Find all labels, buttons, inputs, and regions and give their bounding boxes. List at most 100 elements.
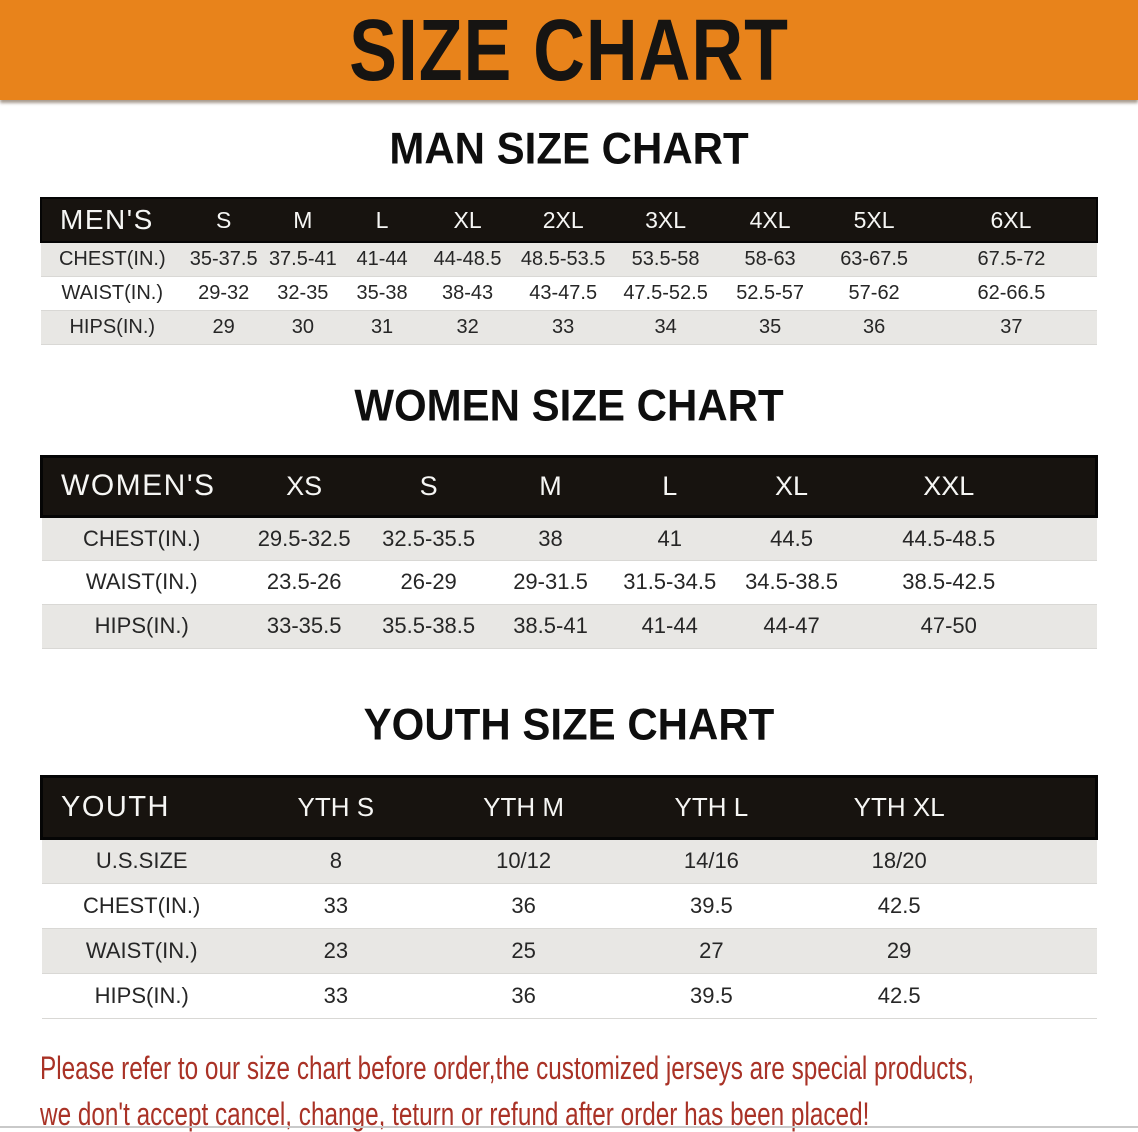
size-value-cell: 36 — [862, 315, 886, 338]
row-label: HIPS(IN.) — [69, 315, 156, 338]
measurement-row: CHEST(IN.) 29.5-32.5 32.5-35.5 38 41 44.… — [41, 516, 1097, 560]
size-column-header: 2XL — [542, 206, 584, 233]
size-value-cell: 58-63 — [744, 247, 796, 270]
size-value-cell: 37.5-41 — [268, 247, 337, 270]
spacer-cell — [993, 776, 1096, 838]
size-value-cell: 63-67.5 — [840, 247, 909, 270]
size-value-cell: 39.5 — [689, 892, 733, 918]
men-header-row: MEN'S S M L XL 2XL 3XL 4XL 5XL 6XL — [41, 198, 1097, 242]
size-column-header: XXL — [923, 470, 975, 501]
size-column-header: 6XL — [990, 206, 1032, 233]
size-value-cell: 29-32 — [198, 281, 250, 304]
size-value-cell: 35.5-38.5 — [382, 613, 476, 638]
size-value-cell: 53.5-58 — [631, 247, 700, 270]
spacer-cell — [1044, 456, 1097, 516]
size-value-cell: 29-31.5 — [513, 569, 588, 594]
size-value-cell: 41-44 — [641, 613, 698, 638]
measurement-row: HIPS(IN.) 33 36 39.5 42.5 — [41, 973, 1097, 1018]
women-header-label: WOMEN'S — [61, 469, 216, 502]
size-value-cell: 29.5-32.5 — [257, 525, 351, 551]
men-section-heading: MAN SIZE CHART — [389, 123, 749, 174]
size-value-cell: 25 — [511, 937, 536, 963]
measurement-row: WAIST(IN.) 23 25 27 29 — [41, 928, 1097, 973]
row-label: CHEST(IN.) — [58, 247, 166, 270]
size-value-cell: 14/16 — [683, 848, 739, 873]
size-column-header: XL — [775, 470, 809, 501]
youth-section-heading: YOUTH SIZE CHART — [363, 699, 775, 749]
size-column-header: YTH M — [483, 791, 565, 822]
row-label: CHEST(IN.) — [83, 525, 201, 551]
men-size-table: MEN'S S M L XL 2XL 3XL 4XL 5XL 6XL CHEST… — [40, 197, 1098, 345]
size-value-cell: 35 — [758, 315, 782, 338]
size-value-cell: 33 — [552, 315, 575, 338]
disclaimer: Please refer to our size chart before or… — [40, 1045, 1138, 1132]
size-value-cell: 44.5-48.5 — [902, 525, 996, 551]
disclaimer-line-1: Please refer to our size chart before or… — [40, 1049, 975, 1086]
youth-size-table: YOUTH YTH S YTH M YTH L YTH XL U.S.SIZE … — [40, 775, 1098, 1019]
size-value-cell: 47.5-52.5 — [623, 281, 708, 304]
measurement-row: HIPS(IN.) 33-35.5 35.5-38.5 38.5-41 41-4… — [41, 604, 1097, 648]
women-header-row: WOMEN'S XS S M L XL XXL — [41, 456, 1097, 516]
row-label: WAIST(IN.) — [85, 569, 198, 594]
size-value-cell: 23.5-26 — [266, 569, 342, 594]
men-header-label: MEN'S — [60, 204, 154, 235]
size-value-cell: 38.5-42.5 — [902, 569, 996, 594]
size-value-cell: 10/12 — [496, 848, 552, 873]
size-value-cell: 18/20 — [871, 848, 927, 873]
size-value-cell: 38.5-41 — [513, 613, 588, 638]
size-value-cell: 29 — [886, 937, 912, 963]
size-value-cell: 33-35.5 — [266, 613, 342, 638]
spacer-cell — [1044, 516, 1097, 560]
size-value-cell: 30 — [291, 315, 314, 338]
size-value-cell: 26-29 — [400, 569, 457, 594]
row-label: CHEST(IN.) — [83, 892, 201, 918]
youth-header-row: YOUTH YTH S YTH M YTH L YTH XL — [41, 776, 1097, 838]
size-value-cell: 33 — [323, 892, 349, 918]
size-value-cell: 35-38 — [356, 281, 408, 304]
size-value-cell: 44-47 — [763, 613, 820, 638]
size-value-cell: 23 — [323, 937, 349, 963]
size-value-cell: 44-48.5 — [433, 247, 502, 270]
size-column-header: YTH L — [674, 791, 749, 822]
size-value-cell: 44.5 — [770, 525, 813, 551]
measurement-row: CHEST(IN.) 35-37.5 37.5-41 41-44 44-48.5… — [41, 242, 1097, 276]
size-column-header: L — [375, 206, 389, 233]
measurement-row: CHEST(IN.) 33 36 39.5 42.5 — [41, 883, 1097, 928]
spacer-cell — [1044, 604, 1097, 648]
size-value-cell: 35-37.5 — [189, 247, 258, 270]
size-value-cell: 36 — [511, 892, 536, 918]
measurement-row: WAIST(IN.) 29-32 32-35 35-38 38-43 43-47… — [41, 276, 1097, 310]
size-value-cell: 47-50 — [920, 613, 977, 638]
size-value-cell: 62-66.5 — [977, 281, 1046, 304]
size-value-cell: 27 — [699, 937, 724, 963]
size-column-header: S — [216, 206, 232, 233]
size-value-cell: 32 — [456, 315, 479, 338]
size-column-header: XL — [453, 206, 482, 233]
spacer-cell — [1044, 560, 1097, 604]
size-value-cell: 41 — [657, 525, 682, 551]
size-column-header: 4XL — [749, 206, 791, 233]
row-label: HIPS(IN.) — [94, 613, 189, 638]
size-value-cell: 57-62 — [848, 281, 900, 304]
size-column-header: YTH XL — [853, 791, 945, 822]
row-label: WAIST(IN.) — [61, 281, 163, 304]
size-value-cell: 37 — [1000, 315, 1023, 338]
banner-title: SIZE CHART — [349, 0, 789, 99]
spacer-cell — [993, 973, 1096, 1018]
size-value-cell: 32.5-35.5 — [382, 525, 476, 551]
size-value-cell: 39.5 — [689, 982, 733, 1008]
bottom-divider — [0, 1126, 1138, 1128]
size-column-header: 3XL — [645, 206, 687, 233]
size-value-cell: 29 — [212, 315, 235, 338]
size-value-cell: 32-35 — [277, 281, 329, 304]
size-column-header: XS — [286, 470, 323, 501]
spacer-cell — [993, 883, 1096, 928]
size-column-header: M — [293, 206, 313, 233]
size-column-header: S — [419, 470, 438, 501]
size-value-cell: 33 — [323, 982, 349, 1008]
measurement-row: U.S.SIZE 8 10/12 14/16 18/20 — [41, 838, 1097, 883]
size-value-cell: 38 — [538, 525, 563, 551]
measurement-row: WAIST(IN.) 23.5-26 26-29 29-31.5 31.5-34… — [41, 560, 1097, 604]
row-label: HIPS(IN.) — [94, 982, 189, 1008]
